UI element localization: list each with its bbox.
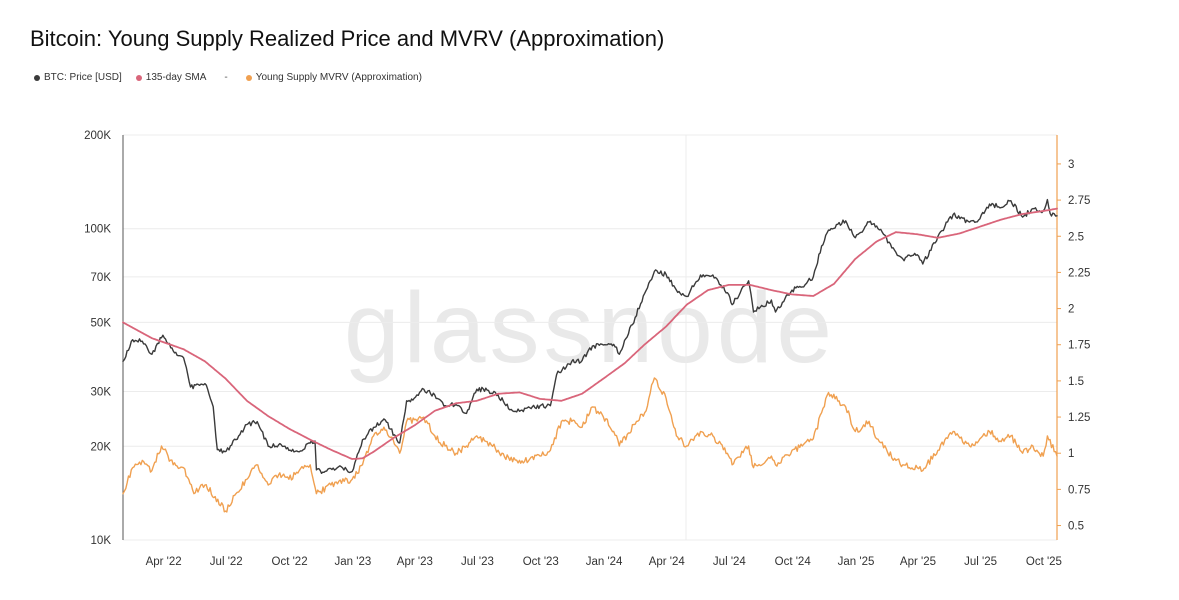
y-right-tick-label: 1 [1068, 448, 1074, 460]
legend-label-mvrv: Young Supply MVRV (Approximation) [255, 72, 422, 83]
x-tick-label: Jul '24 [713, 556, 746, 568]
x-tick-label: Apr '24 [649, 556, 686, 568]
legend-item-btc-price[interactable]: BTC: Price [USD] [34, 72, 122, 83]
y-left-tick-label: 10K [91, 535, 112, 547]
x-tick-label: Jan '25 [838, 556, 875, 568]
x-tick-label: Oct '25 [1026, 556, 1062, 568]
y-left-tick-label: 200K [84, 130, 111, 142]
y-right-tick-label: 2.5 [1068, 231, 1084, 243]
y-right-tick-label: 2 [1068, 304, 1074, 316]
y-axis-right-ticks: 0.5 0.75 1 1.25 1.5 1.75 2 2.25 2.5 2.75 3 [1057, 159, 1090, 533]
legend-separator: - [224, 72, 228, 83]
y-left-tick-label: 30K [91, 386, 112, 398]
x-tick-label: Jul '22 [210, 556, 243, 568]
x-tick-label: Jan '23 [335, 556, 372, 568]
series-line-sma [122, 207, 1058, 460]
y-right-tick-label: 1.75 [1068, 340, 1090, 352]
x-axis-ticks: Apr '22 Jul '22 Oct '22 Jan '23 Apr '23 Jul '… [146, 556, 1062, 568]
legend-item-sma[interactable]: 135-day SMA [135, 72, 207, 83]
watermark: glassnode [344, 272, 836, 384]
chart-title: Bitcoin: Young Supply Realized Price and… [30, 26, 665, 51]
y-right-tick-label: 1.25 [1068, 412, 1090, 424]
y-right-tick-label: 0.5 [1068, 521, 1084, 533]
legend-dot-sma [135, 74, 142, 81]
x-tick-label: Oct '24 [775, 556, 812, 568]
x-tick-label: Jan '24 [586, 556, 623, 568]
y-right-tick-label: 3 [1068, 159, 1074, 171]
series-line-mvrv [122, 377, 1058, 513]
chart-legend: BTC: Price [USD] 135-day SMA - Young Sup… [34, 72, 422, 83]
series-layer [122, 198, 1058, 513]
legend-item-mvrv[interactable]: Young Supply MVRV (Approximation) [245, 72, 422, 83]
y-right-tick-label: 2.25 [1068, 267, 1090, 279]
x-tick-label: Apr '22 [146, 556, 182, 568]
legend-label-btc-price: BTC: Price [USD] [44, 72, 122, 83]
y-left-tick-label: 50K [91, 317, 112, 329]
legend-label-sma: 135-day SMA [145, 72, 207, 83]
y-right-tick-label: 2.75 [1068, 195, 1090, 207]
y-left-tick-label: 70K [91, 272, 112, 284]
x-tick-label: Oct '22 [272, 556, 308, 568]
series-line-btc-price [122, 198, 1058, 474]
x-tick-label: Apr '23 [397, 556, 433, 568]
y-left-tick-label: 100K [84, 224, 111, 236]
legend-dot-mvrv [245, 74, 252, 81]
y-left-tick-label: 20K [91, 441, 112, 453]
x-tick-label: Jul '25 [964, 556, 997, 568]
x-tick-label: Oct '23 [523, 556, 559, 568]
legend-dot-btc-price [34, 74, 40, 81]
y-right-tick-label: 0.75 [1068, 484, 1090, 496]
x-tick-label: Apr '25 [900, 556, 936, 568]
y-right-tick-label: 1.5 [1068, 376, 1084, 388]
y-axis-left-ticks: 10K 20K 30K 50K 70K 100K 200K [84, 130, 111, 547]
grid-lines [123, 134, 1057, 541]
x-tick-label: Jul '23 [461, 556, 494, 568]
